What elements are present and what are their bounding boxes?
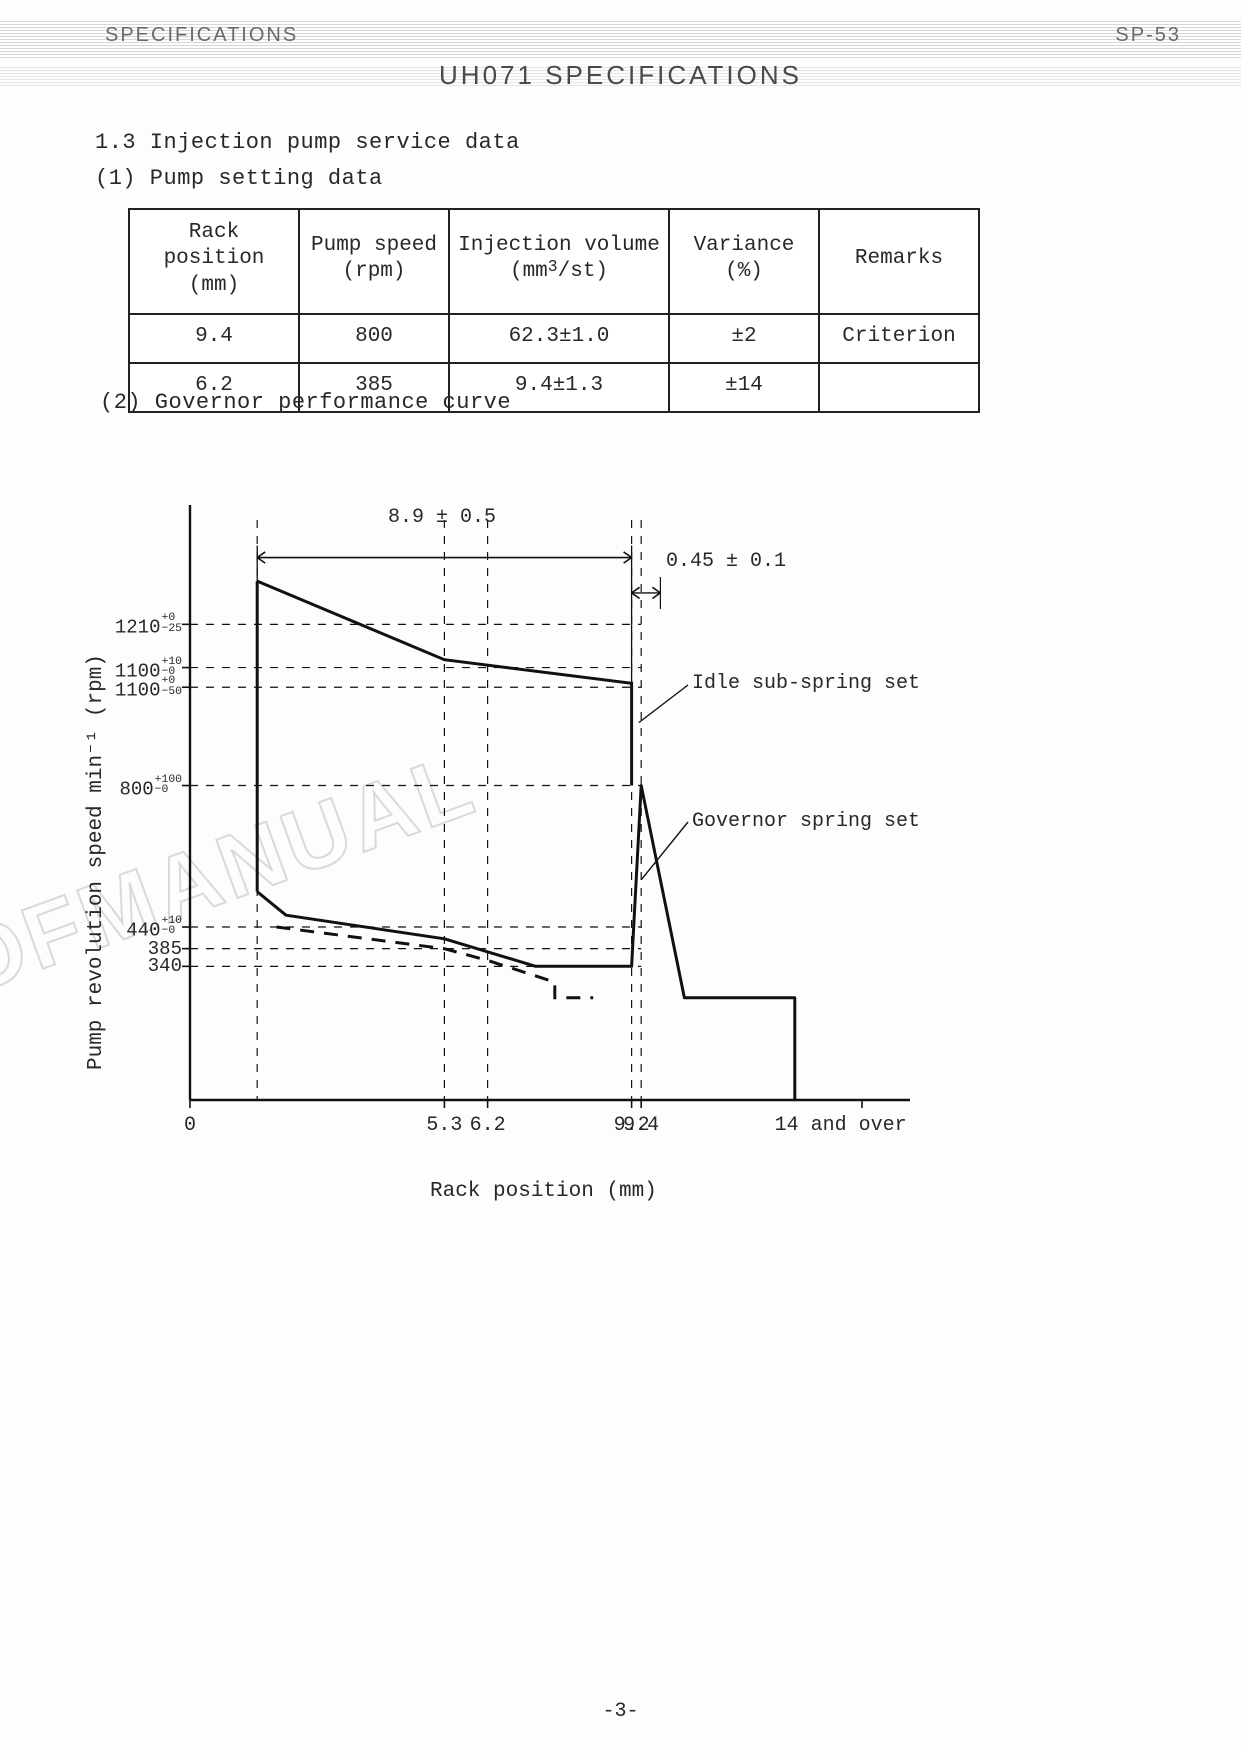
y-tick-label: 1100+10−0	[72, 657, 182, 683]
dim-annot-1: 8.9 ± 0.5	[388, 506, 496, 529]
chart-svg	[190, 500, 950, 1200]
page-title: UH071 SPECIFICATIONS	[439, 60, 802, 91]
x-tick-label: 0	[184, 1114, 196, 1137]
heading-1-3: 1.3 Injection pump service data	[95, 130, 520, 155]
sub-heading-2: (2) Governor performance curve	[100, 390, 511, 415]
y-tick-label: 800+100−0	[72, 775, 182, 801]
table-header-cell: Injection volume(mm3/st)	[449, 209, 669, 314]
y-tick-label: 1210+0−25	[72, 613, 182, 639]
dim-annot-2: 0.45 ± 0.1	[666, 550, 786, 573]
table-cell: 62.3±1.0	[449, 314, 669, 363]
x-tick-label: 6.2	[470, 1114, 506, 1137]
table-cell: ±14	[669, 363, 819, 412]
callout-gov: Governor spring set	[692, 810, 920, 833]
x-axis-title: Rack position (mm)	[430, 1180, 657, 1203]
table-header-cell: Remarks	[819, 209, 979, 314]
x-tick-label: 9.4	[623, 1114, 659, 1137]
page-number: -3-	[0, 1700, 1241, 1723]
table-cell	[819, 363, 979, 412]
y-axis-title: Pump revolution speed min⁻¹ (rpm)	[82, 654, 108, 1070]
table-header-cell: Pump speed(rpm)	[299, 209, 449, 314]
governor-chart: Pump revolution speed min⁻¹ (rpm) Rack p…	[190, 500, 950, 1260]
pump-setting-table: Rack position(mm)Pump speed(rpm)Injectio…	[128, 208, 980, 413]
table-header-cell: Variance(%)	[669, 209, 819, 314]
sub-heading-1: (1) Pump setting data	[95, 166, 383, 191]
table-cell: ±2	[669, 314, 819, 363]
table-row: 9.480062.3±1.0±2Criterion	[129, 314, 979, 363]
table-cell: Criterion	[819, 314, 979, 363]
table-header-cell: Rack position(mm)	[129, 209, 299, 314]
table-cell: 800	[299, 314, 449, 363]
y-tick-label: 440+10−0	[72, 916, 182, 942]
x-tick-label: 5.3	[426, 1114, 462, 1137]
callout-idle: Idle sub-spring set	[692, 672, 920, 695]
table-cell: 9.4	[129, 314, 299, 363]
x-tick-label: 14 and over	[756, 1114, 926, 1137]
header-right: SP-53	[1115, 24, 1181, 47]
header-left: SPECIFICATIONS	[105, 24, 298, 47]
